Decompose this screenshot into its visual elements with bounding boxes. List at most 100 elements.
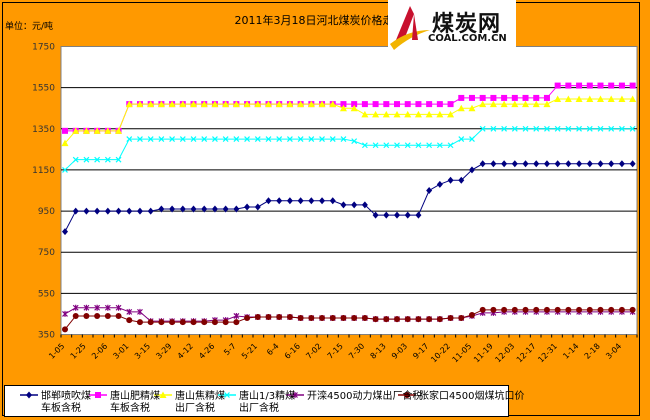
data-point — [394, 142, 400, 149]
data-point — [190, 319, 197, 326]
data-point — [62, 167, 68, 173]
data-point — [158, 205, 165, 213]
data-point — [169, 319, 176, 326]
data-point — [115, 207, 122, 215]
data-point — [243, 100, 251, 108]
legend-marker — [292, 392, 298, 398]
data-point — [629, 82, 636, 89]
data-point — [426, 101, 433, 108]
logo-mark-icon — [390, 6, 430, 50]
data-point — [147, 207, 154, 215]
data-point — [564, 95, 572, 102]
data-point — [361, 142, 368, 149]
data-point — [490, 160, 497, 168]
data-point — [126, 207, 133, 215]
data-point — [329, 197, 336, 205]
data-point — [597, 95, 604, 102]
data-point — [382, 110, 390, 118]
data-point — [543, 94, 550, 101]
data-point — [415, 142, 422, 149]
data-point — [479, 94, 486, 101]
data-point — [222, 319, 229, 326]
data-point — [458, 176, 465, 184]
data-point — [608, 82, 615, 89]
data-point — [169, 205, 176, 213]
data-point — [125, 100, 133, 108]
data-point — [286, 197, 293, 205]
data-point — [618, 82, 625, 89]
data-point — [351, 201, 358, 209]
data-point — [104, 312, 111, 319]
data-point — [307, 100, 315, 108]
data-point — [115, 304, 122, 311]
data-point — [83, 156, 90, 163]
data-point — [576, 306, 583, 313]
data-point — [415, 101, 422, 108]
data-point — [233, 205, 240, 213]
data-point — [533, 160, 540, 168]
data-point — [618, 95, 626, 102]
data-point — [479, 125, 486, 132]
data-point — [319, 315, 326, 322]
data-point — [308, 315, 315, 322]
legend-label: 张家口4500烟煤坑口价 — [419, 389, 524, 402]
data-point — [629, 306, 636, 313]
data-point — [511, 306, 518, 313]
series-5 — [62, 306, 636, 333]
data-point — [554, 306, 561, 313]
data-point — [329, 315, 336, 322]
data-point — [361, 315, 368, 322]
data-point — [458, 315, 465, 322]
data-point — [179, 319, 186, 326]
data-point — [72, 207, 79, 215]
data-point — [351, 101, 358, 108]
data-point — [244, 136, 250, 142]
data-point — [501, 160, 508, 168]
data-point — [233, 312, 240, 319]
data-point — [607, 95, 615, 102]
data-point — [436, 316, 443, 323]
y-tick-label: 1350 — [32, 125, 55, 135]
y-axis-unit-label: 单位：元/吨 — [5, 20, 53, 32]
data-point — [576, 125, 583, 132]
y-tick-label: 1550 — [32, 84, 55, 94]
data-point — [447, 315, 454, 322]
data-point — [244, 203, 251, 211]
y-tick-label: 350 — [38, 331, 55, 341]
data-point — [319, 136, 325, 142]
data-point — [137, 308, 143, 315]
data-point — [618, 160, 625, 168]
data-point — [361, 201, 368, 209]
data-point — [618, 306, 625, 313]
legend-marker — [159, 391, 167, 398]
data-point — [254, 314, 261, 321]
data-point — [286, 100, 294, 108]
data-point — [351, 315, 358, 322]
legend-marker — [95, 392, 101, 398]
data-point — [212, 136, 218, 142]
data-point — [104, 207, 111, 215]
data-point — [62, 326, 68, 333]
data-point — [232, 100, 240, 108]
data-point — [340, 201, 347, 209]
data-point — [394, 316, 401, 323]
data-point — [350, 104, 358, 112]
data-point — [511, 125, 518, 132]
data-point — [340, 315, 347, 322]
data-point — [586, 82, 593, 89]
data-point — [565, 82, 572, 89]
data-point — [61, 139, 69, 147]
data-point — [383, 316, 390, 323]
data-point — [200, 100, 208, 108]
data-point — [543, 160, 550, 168]
data-point — [479, 100, 487, 108]
data-point — [436, 180, 443, 188]
legend-box — [4, 385, 509, 417]
data-point — [468, 104, 476, 112]
data-point — [404, 211, 411, 219]
data-point — [265, 197, 272, 205]
data-point — [522, 160, 529, 168]
data-point — [158, 319, 165, 326]
y-tick-label: 1750 — [32, 43, 55, 53]
